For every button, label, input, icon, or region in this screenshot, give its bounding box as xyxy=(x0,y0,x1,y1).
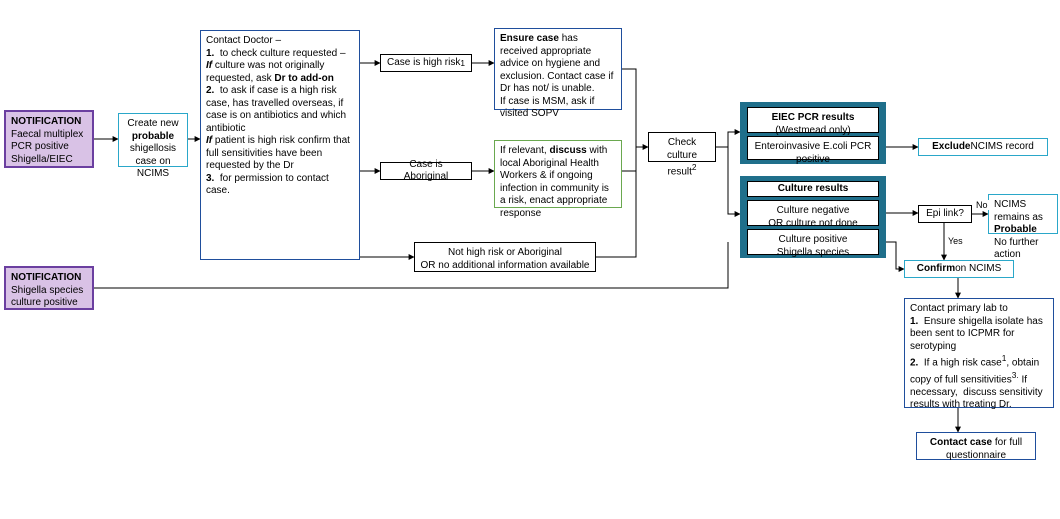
edge-label: No xyxy=(975,200,989,210)
flowchart-canvas: NOTIFICATIONFaecal multiplex PCR positiv… xyxy=(0,0,1060,519)
node-notHighRisk: Not high risk or AboriginalOR no additio… xyxy=(414,242,596,272)
edge xyxy=(886,242,904,269)
node-notif2: NOTIFICATIONShigella species culture pos… xyxy=(4,266,94,310)
node-caseAboriginal: Case is Aboriginal xyxy=(380,162,472,180)
node-contactCase: Contact case for full questionnaire xyxy=(916,432,1036,460)
node-ncmisProbable: NCIMS remains as ProbableNo further acti… xyxy=(988,194,1058,234)
node-culturePos: Culture positiveShigella species xyxy=(747,229,879,255)
node-contactLab: Contact primary lab to1. Ensure shigella… xyxy=(904,298,1054,408)
edge xyxy=(94,242,728,288)
node-checkCulture: Check culture result2 xyxy=(648,132,716,162)
node-confirmNcims: Confirm on NCIMS xyxy=(904,260,1014,278)
node-caseHighRisk: Case is high risk1 xyxy=(380,54,472,72)
edge xyxy=(622,69,648,147)
node-discussAboriginal: If relevant, discuss with local Aborigin… xyxy=(494,140,622,208)
node-cultureNeg: Culture negativeOR culture not done xyxy=(747,200,879,226)
edge xyxy=(716,147,740,214)
node-createProbable: Create new probable shigellosis case on … xyxy=(118,113,188,167)
edge-label: Yes xyxy=(947,236,964,246)
node-excludeNcims: Exclude NCIMS record xyxy=(918,138,1048,156)
node-notif1: NOTIFICATIONFaecal multiplex PCR positiv… xyxy=(4,110,94,168)
node-eiecHeader: EIEC PCR results(Westmead only) xyxy=(747,107,879,133)
edge xyxy=(716,132,740,147)
node-ensureCase: Ensure case has received appropriate adv… xyxy=(494,28,622,110)
node-cultureHeader: Culture results xyxy=(747,181,879,197)
node-eiecPositive: Enteroinvasive E.coli PCR positive xyxy=(747,136,879,160)
node-epiLink: Epi link? xyxy=(918,205,972,223)
node-contactDoctor: Contact Doctor –1. to check culture requ… xyxy=(200,30,360,260)
edge xyxy=(622,147,636,171)
